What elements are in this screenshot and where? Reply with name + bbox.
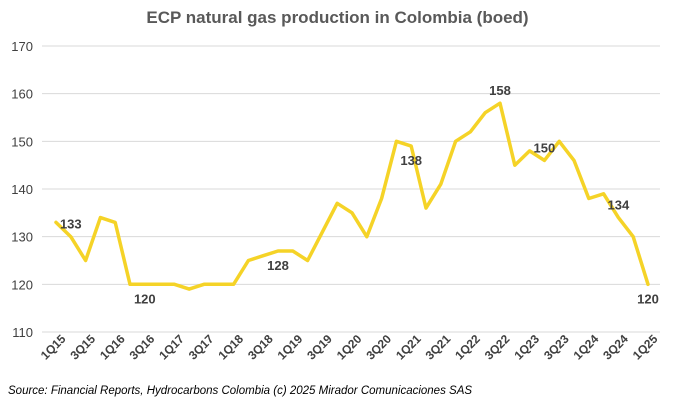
- x-tick-label: 3Q17: [186, 332, 217, 363]
- x-tick-label: 3Q22: [482, 332, 513, 363]
- data-label: 158: [489, 83, 511, 98]
- x-tick-label: 1Q19: [275, 332, 306, 363]
- x-tick-label: 1Q23: [511, 332, 542, 363]
- x-tick-label: 1Q21: [393, 332, 424, 363]
- x-tick-label: 1Q24: [571, 332, 602, 363]
- x-tick-label: 3Q21: [423, 332, 454, 363]
- x-tick-label: 1Q15: [38, 332, 69, 363]
- x-tick-label: 3Q18: [245, 332, 276, 363]
- x-tick-label: 1Q25: [630, 332, 661, 363]
- x-tick-label: 1Q20: [334, 332, 365, 363]
- series-line: [54, 101, 650, 291]
- y-tick-label: 130: [11, 230, 33, 245]
- data-label: 120: [134, 291, 156, 306]
- x-tick-label: 3Q23: [541, 332, 572, 363]
- y-tick-label: 170: [11, 39, 33, 54]
- source-note: Source: Financial Reports, Hydrocarbons …: [8, 385, 473, 397]
- data-label: 128: [267, 258, 289, 273]
- x-tick-label: 3Q19: [304, 332, 335, 363]
- y-tick-label: 110: [12, 325, 33, 340]
- data-label: 150: [534, 140, 556, 155]
- x-tick-label: 1Q16: [97, 332, 128, 363]
- x-tick-label: 3Q24: [600, 332, 631, 363]
- x-tick-label: 3Q16: [127, 332, 158, 363]
- y-tick-label: 160: [11, 87, 33, 102]
- y-tick-label: 150: [11, 134, 33, 149]
- chart-title: ECP natural gas production in Colombia (…: [146, 8, 529, 27]
- data-label: 134: [608, 198, 630, 213]
- data-label: 133: [60, 217, 82, 232]
- data-label: 120: [637, 291, 659, 306]
- y-tick-label: 140: [11, 182, 33, 197]
- data-label: 138: [400, 153, 422, 168]
- x-tick-label: 1Q22: [452, 332, 483, 363]
- x-tick-label: 3Q15: [67, 332, 98, 363]
- x-tick-label: 1Q17: [156, 332, 187, 363]
- y-tick-label: 120: [11, 277, 33, 292]
- x-tick-label: 1Q18: [215, 332, 246, 363]
- x-tick-label: 3Q20: [363, 332, 394, 363]
